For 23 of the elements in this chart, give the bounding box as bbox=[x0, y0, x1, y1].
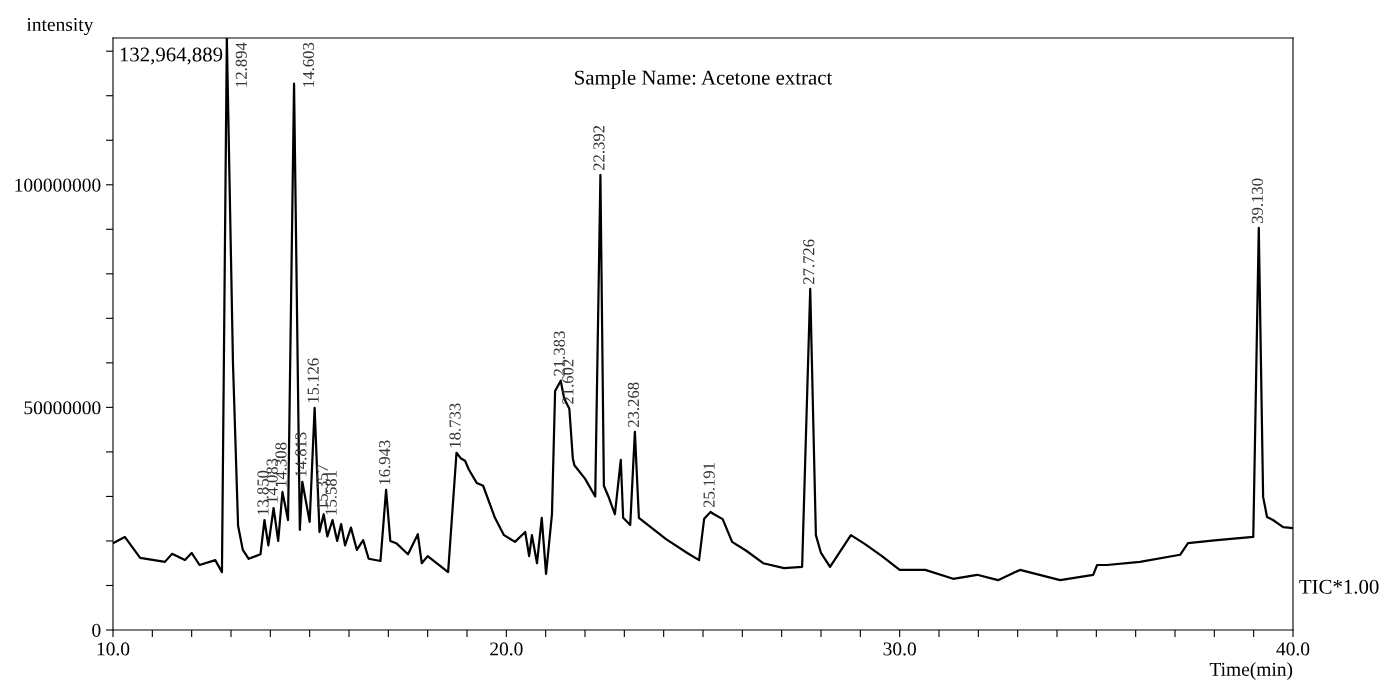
annotation: 16.943 bbox=[379, 440, 391, 485]
annotation: 15.126 bbox=[307, 358, 319, 403]
annotation: 27.726 bbox=[803, 239, 815, 285]
x-axis-title: Time(min) bbox=[1209, 662, 1293, 680]
annotation: 39.130 bbox=[1251, 178, 1264, 223]
y-tick-label: 100000000 bbox=[15, 178, 101, 192]
x-tick-label: 40.0 bbox=[1276, 642, 1310, 656]
y-tick-label: 50000000 bbox=[24, 401, 101, 415]
y-axis-title: intensity bbox=[26, 17, 94, 36]
x-tick-label: 30.0 bbox=[883, 642, 916, 656]
annotation: 14.603 bbox=[302, 42, 315, 87]
annotation: 132,964,889 bbox=[120, 47, 223, 65]
annotation: 23.268 bbox=[627, 382, 640, 427]
annotation: 18.733 bbox=[449, 403, 461, 448]
text: Sample Name: Acetone extract bbox=[575, 69, 833, 89]
text: TIC*1.00 bbox=[1299, 579, 1379, 594]
annotation: 12.894 bbox=[235, 42, 247, 87]
y-tick-label: 0 bbox=[92, 623, 101, 637]
x-tick-label: 20.0 bbox=[490, 642, 523, 656]
x-tick-label: 10.0 bbox=[97, 642, 130, 656]
annotation: 22.392 bbox=[593, 125, 605, 171]
annotation: 25.191 bbox=[703, 463, 715, 508]
annotation: 14.813 bbox=[295, 432, 307, 477]
